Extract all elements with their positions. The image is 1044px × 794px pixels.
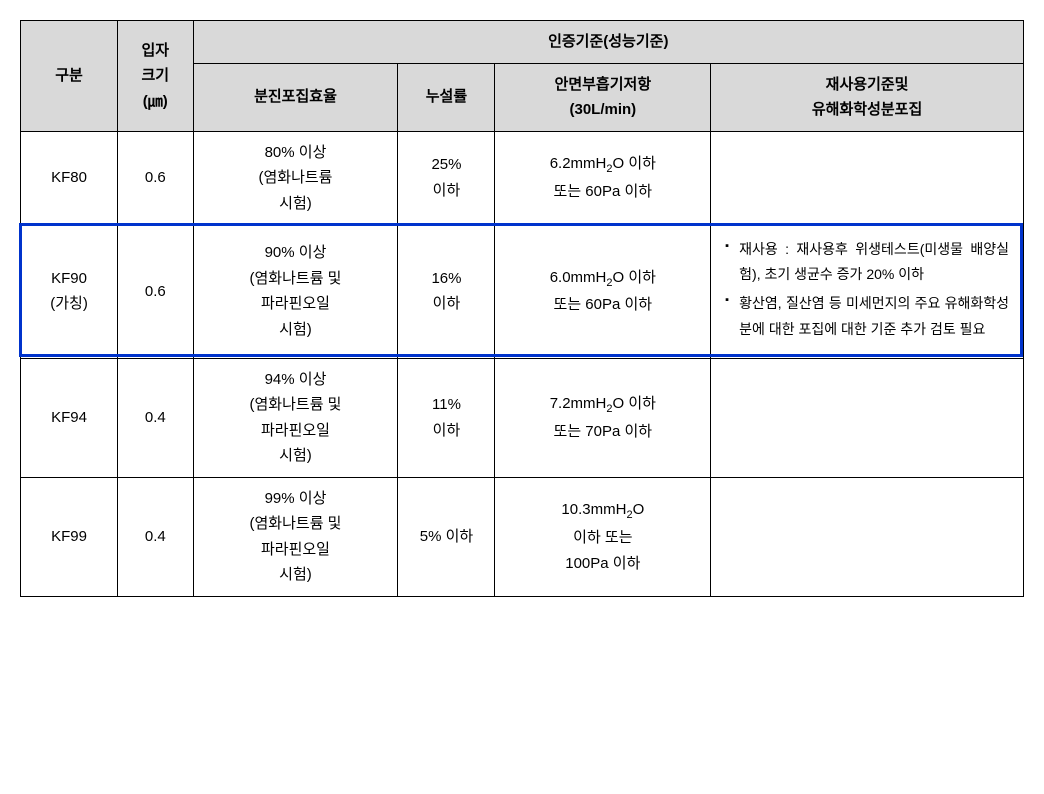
cell-particle: 0.6	[118, 131, 193, 225]
cell-resistance: 6.2mmH2O 이하또는 60Pa 이하	[495, 131, 711, 225]
header-inhale-resistance: 안면부흡기저항(30L/min)	[495, 63, 711, 131]
header-particle-size-text: 입자크기(㎛)	[141, 42, 169, 110]
reuse-content: 재사용 : 재사용후 위생테스트(미생물 배양실험), 초기 생균수 증가 20…	[717, 233, 1017, 350]
cell-leak: 11%이하	[398, 358, 495, 477]
cell-efficiency: 90% 이상(염화나트륨 및파라핀오일시험)	[193, 225, 398, 359]
kf-mask-standards-table: 구분 입자크기(㎛) 인증기준(성능기준) 분진포집효율 누설률 안면부흡기저항…	[20, 20, 1024, 597]
header-particle-size: 입자크기(㎛)	[118, 21, 193, 132]
header-leak-rate: 누설률	[398, 63, 495, 131]
cell-particle: 0.6	[118, 225, 193, 359]
table-row: KF800.680% 이상(염화나트륨시험)25%이하6.2mmH2O 이하또는…	[21, 131, 1024, 225]
header-reuse-criteria: 재사용기준및유해화학성분포집	[711, 63, 1024, 131]
cell-efficiency: 94% 이상(염화나트륨 및파라핀오일시험)	[193, 358, 398, 477]
table-row: KF90(가칭)0.690% 이상(염화나트륨 및파라핀오일시험)16%이하6.…	[21, 225, 1024, 359]
table-header: 구분 입자크기(㎛) 인증기준(성능기준) 분진포집효율 누설률 안면부흡기저항…	[21, 21, 1024, 132]
table-wrapper: 구분 입자크기(㎛) 인증기준(성능기준) 분진포집효율 누설률 안면부흡기저항…	[20, 20, 1024, 597]
cell-leak: 25%이하	[398, 131, 495, 225]
cell-particle: 0.4	[118, 477, 193, 596]
cell-particle: 0.4	[118, 358, 193, 477]
cell-leak: 5% 이하	[398, 477, 495, 596]
cell-resistance: 7.2mmH2O 이하또는 70Pa 이하	[495, 358, 711, 477]
header-cert-criteria: 인증기준(성능기준)	[193, 21, 1023, 64]
table-body: KF800.680% 이상(염화나트륨시험)25%이하6.2mmH2O 이하또는…	[21, 131, 1024, 596]
reuse-item: 재사용 : 재사용후 위생테스트(미생물 배양실험), 초기 생균수 증가 20…	[725, 237, 1009, 287]
cell-reuse	[711, 131, 1024, 225]
cell-reuse	[711, 477, 1024, 596]
cell-resistance: 6.0mmH2O 이하또는 60Pa 이하	[495, 225, 711, 359]
cell-leak: 16%이하	[398, 225, 495, 359]
cell-efficiency: 99% 이상(염화나트륨 및파라핀오일시험)	[193, 477, 398, 596]
header-reuse-criteria-text: 재사용기준및유해화학성분포집	[812, 76, 922, 119]
header-inhale-resistance-text: 안면부흡기저항(30L/min)	[555, 76, 652, 119]
cell-efficiency: 80% 이상(염화나트륨시험)	[193, 131, 398, 225]
header-category: 구분	[21, 21, 118, 132]
header-dust-efficiency: 분진포집효율	[193, 63, 398, 131]
cell-reuse	[711, 358, 1024, 477]
cell-resistance: 10.3mmH2O이하 또는100Pa 이하	[495, 477, 711, 596]
reuse-item: 황산염, 질산염 등 미세먼지의 주요 유해화학성분에 대한 포집에 대한 기준…	[725, 291, 1009, 341]
cell-reuse: 재사용 : 재사용후 위생테스트(미생물 배양실험), 초기 생균수 증가 20…	[711, 225, 1024, 359]
table-row: KF990.499% 이상(염화나트륨 및파라핀오일시험)5% 이하10.3mm…	[21, 477, 1024, 596]
table-row: KF940.494% 이상(염화나트륨 및파라핀오일시험)11%이하7.2mmH…	[21, 358, 1024, 477]
cell-category: KF80	[21, 131, 118, 225]
cell-category: KF94	[21, 358, 118, 477]
cell-category: KF99	[21, 477, 118, 596]
cell-category: KF90(가칭)	[21, 225, 118, 359]
